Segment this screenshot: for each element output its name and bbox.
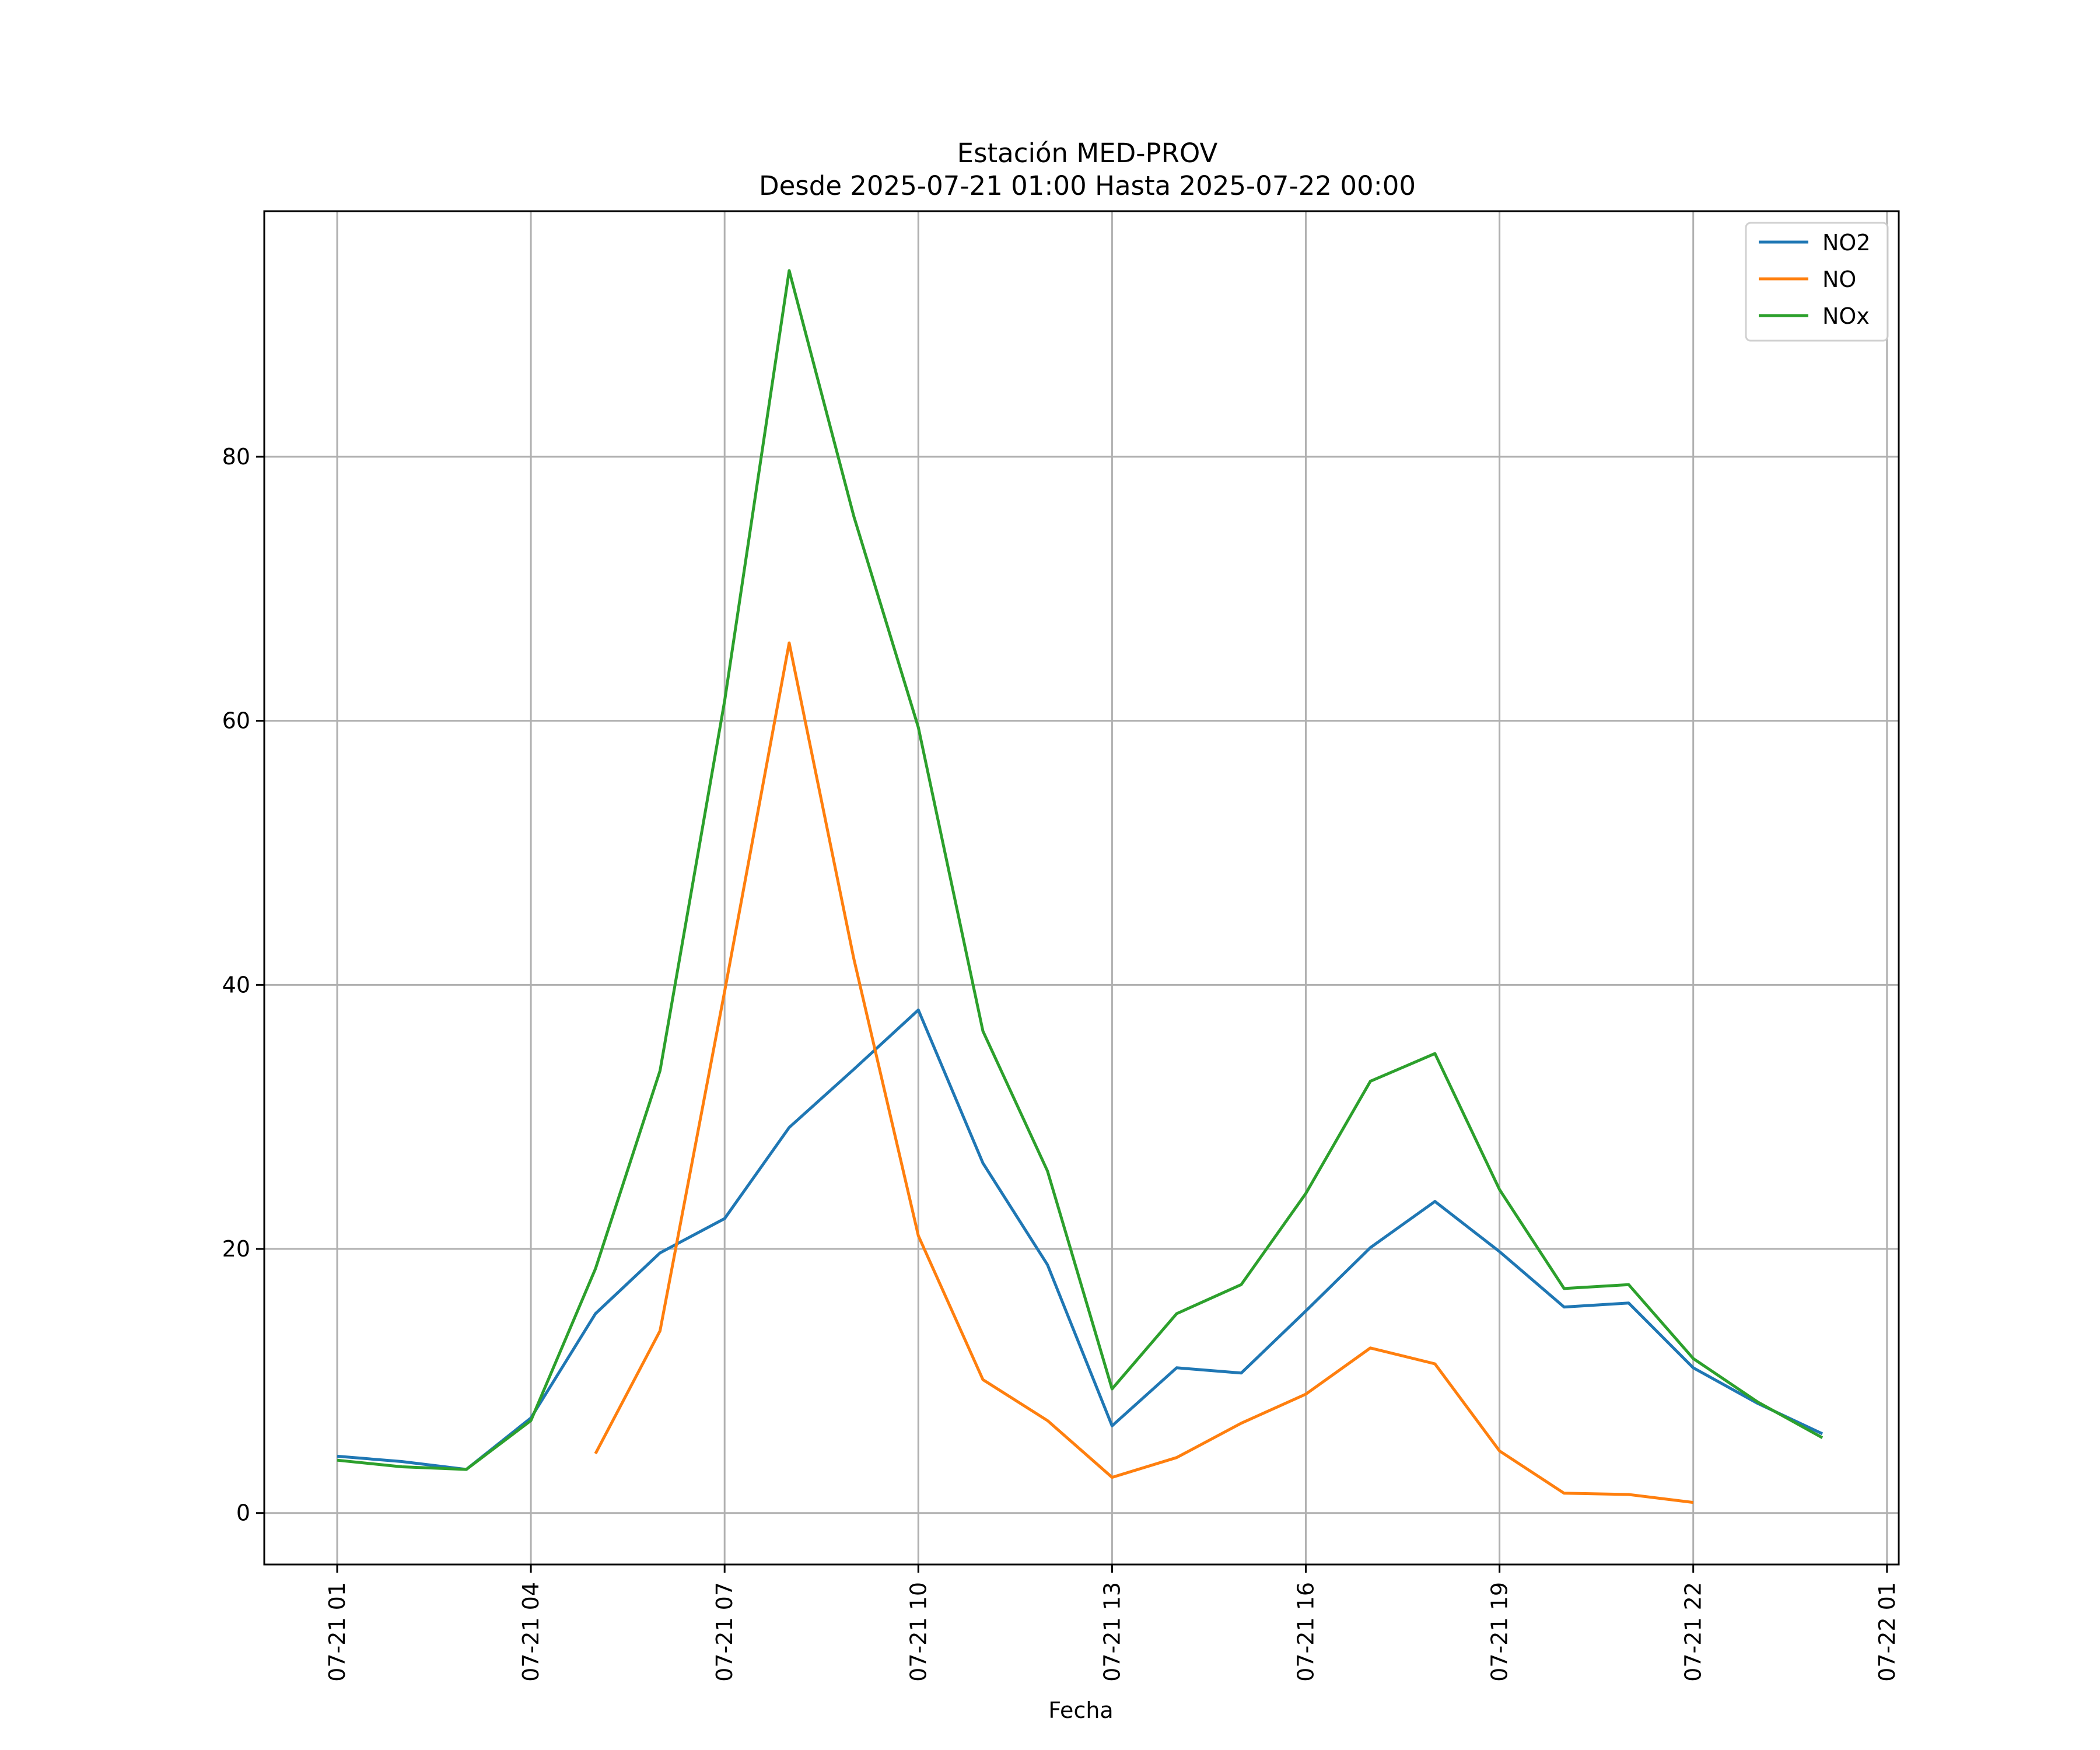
x-tick-label: 07-22 01 bbox=[1874, 1582, 1900, 1682]
x-tick-label: 07-21 07 bbox=[712, 1582, 737, 1682]
chart-subtitle: Desde 2025-07-21 01:00 Hasta 2025-07-22 … bbox=[759, 170, 1416, 201]
x-tick-label: 07-21 13 bbox=[1099, 1582, 1125, 1682]
series-line-no2 bbox=[337, 1008, 1824, 1471]
x-tick-label: 07-21 19 bbox=[1487, 1582, 1513, 1682]
plot-frame bbox=[263, 210, 1900, 1566]
axis-ticks: 0 20 40 60 80 07-21 01 07-21 04 07-21 07 07-21 1… bbox=[222, 444, 1900, 1682]
x-tick-label: 07-21 22 bbox=[1681, 1582, 1706, 1682]
y-tick-label: 40 bbox=[222, 972, 250, 998]
legend-label: NO2 bbox=[1822, 230, 1871, 256]
legend-label: NOx bbox=[1822, 303, 1870, 329]
plot-lines bbox=[337, 269, 1824, 1504]
x-axis-label: Fecha bbox=[1048, 1698, 1113, 1723]
x-tick-label: 07-21 04 bbox=[518, 1582, 544, 1682]
y-tick-label: 60 bbox=[222, 708, 250, 734]
legend: NO2 NO NOx bbox=[1745, 222, 1889, 342]
x-tick-label: 07-21 01 bbox=[324, 1582, 350, 1682]
y-tick-label: 0 bbox=[236, 1500, 250, 1526]
series-line-no bbox=[594, 641, 1694, 1504]
legend-label: NO bbox=[1822, 267, 1856, 292]
series-line-nox bbox=[337, 269, 1824, 1471]
legend-box bbox=[1745, 222, 1889, 342]
chart-title: Estación MED-PROV bbox=[957, 138, 1218, 169]
y-tick-label: 20 bbox=[222, 1236, 250, 1262]
x-tick-label: 07-21 16 bbox=[1293, 1582, 1319, 1682]
y-tick-label: 80 bbox=[222, 444, 250, 470]
x-tick-label: 07-21 10 bbox=[905, 1582, 931, 1682]
grid bbox=[264, 211, 1899, 1564]
